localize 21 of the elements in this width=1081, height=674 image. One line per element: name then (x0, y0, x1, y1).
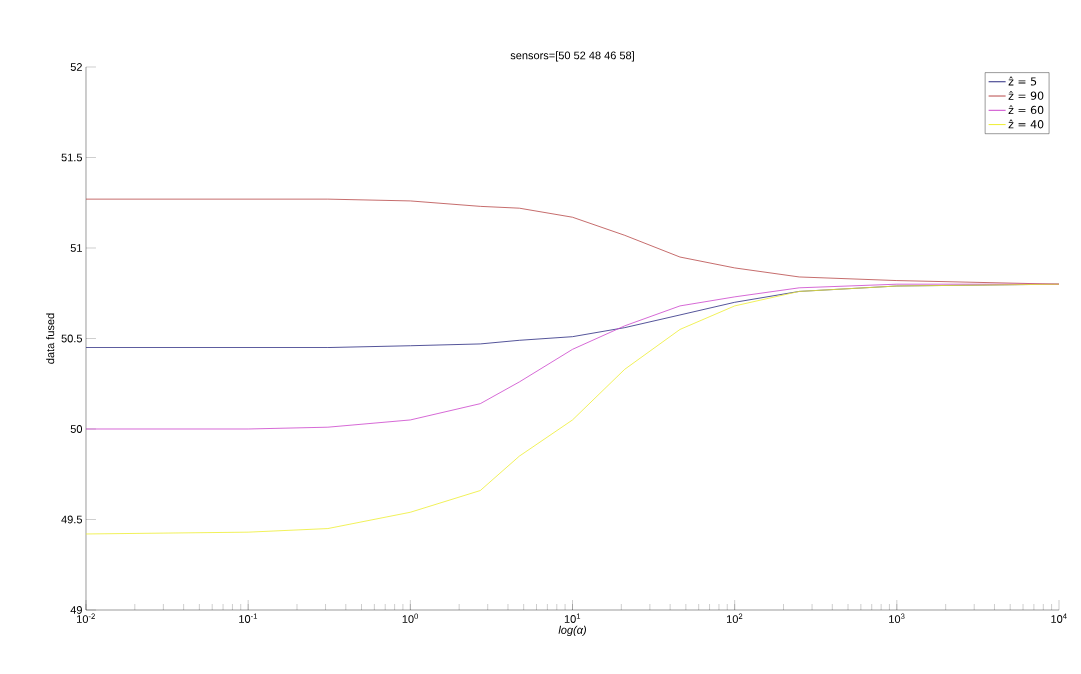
y-tick-label: 49 (70, 606, 82, 614)
chart-title: sensors=[50 52 48 46 58] (510, 51, 634, 62)
y-tick-label: 50 (70, 425, 83, 433)
y-tick-label: 51 (70, 244, 82, 252)
legend-label: ẑ = 5 (1008, 76, 1037, 86)
x-tick-label: 10$^{2}$ (727, 613, 743, 623)
y-tick-label: 49.5 (61, 515, 83, 524)
y-tick-label: 51.5 (61, 153, 83, 162)
x-tick-label: 10$^{-2}$ (77, 613, 95, 623)
x-tick-label: 10$^{3}$ (889, 613, 905, 623)
y-axis-title: data fused (46, 313, 55, 364)
legend-label: ẑ = 40 (1008, 119, 1044, 129)
x-axis-title: log(α) (558, 625, 586, 637)
x-tick-label: 10$^{4}$ (1051, 613, 1067, 623)
x-tick-label: 10$^{1}$ (564, 613, 581, 623)
y-tick-label: 52 (70, 63, 82, 71)
x-tick-label: 10$^{0}$ (402, 613, 419, 623)
legend-label: ẑ = 60 (1008, 105, 1044, 115)
y-tick-label: 50.5 (61, 334, 83, 343)
x-tick-label: 10$^{-1}$ (239, 613, 258, 623)
legend-label: ẑ = 90 (1008, 90, 1044, 100)
